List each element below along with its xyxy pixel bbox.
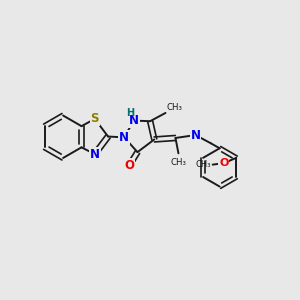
Text: N: N [129, 114, 139, 127]
Text: H: H [126, 108, 134, 118]
Text: O: O [219, 158, 229, 168]
Text: CH₃: CH₃ [170, 158, 186, 167]
Text: CH₃: CH₃ [196, 160, 212, 169]
Text: CH₃: CH₃ [167, 103, 183, 112]
Text: N: N [119, 131, 129, 144]
Text: S: S [91, 112, 99, 125]
Text: N: N [90, 148, 100, 160]
Text: O: O [124, 159, 134, 172]
Text: N: N [190, 128, 200, 142]
